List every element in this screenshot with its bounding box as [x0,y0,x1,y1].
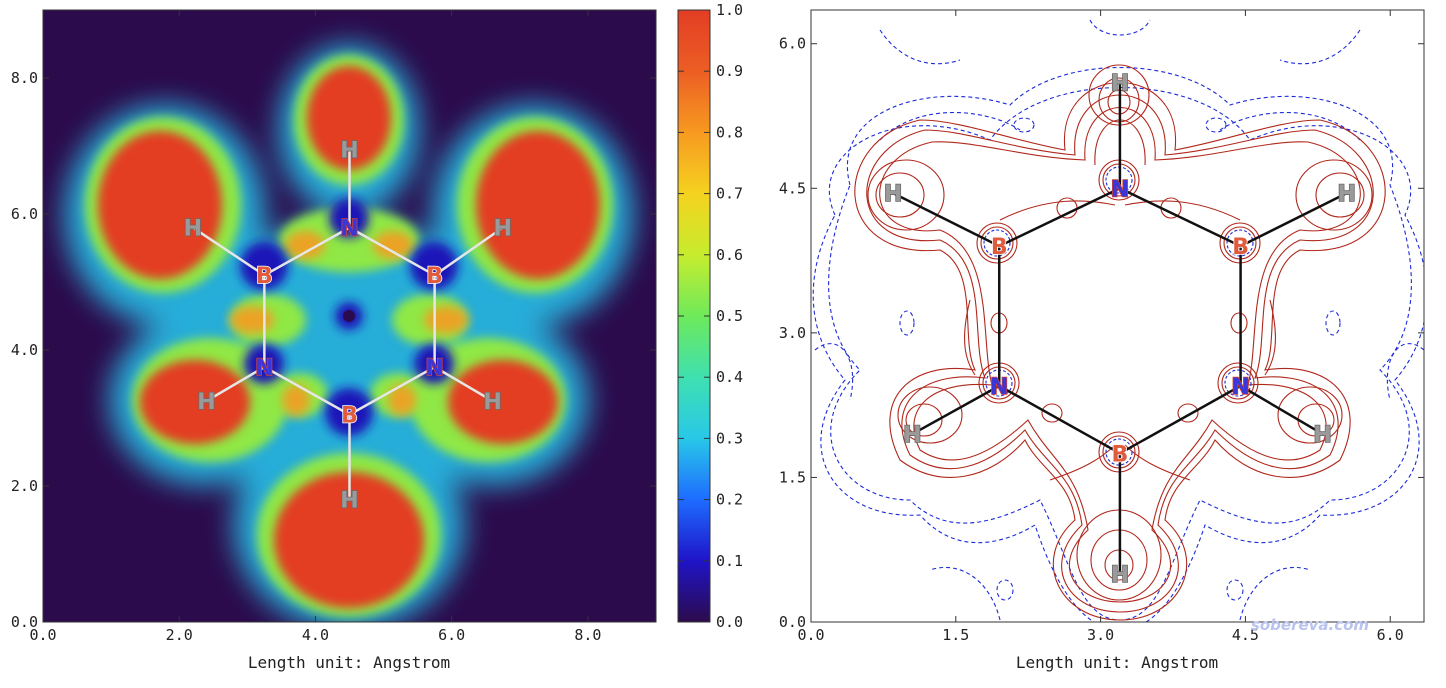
heatmap-x-tick-label: 6.0 [438,626,465,644]
bond-line [192,226,266,277]
atom-label-h: H [197,390,215,415]
contour-background [811,10,1424,622]
atom-label-n: N [255,356,273,381]
colorbar-tick-label: 0.5 [716,307,743,325]
contour-x-tick-label: 3.0 [1087,626,1114,644]
atom-label-h: H [903,423,921,448]
heatmap-panel: H N H H B B N N H H B H 0.0 2.0 4.0 6.0 8.0 0.0 2.0 4.0 6.… [11,9,657,672]
atom-label-h: H [494,217,512,242]
heatmap-x-axis: 0.0 2.0 4.0 6.0 8.0 [29,10,601,644]
bond-line [1239,384,1324,436]
contour-x-tick-label: 0.0 [797,626,824,644]
bond-line [892,191,1000,248]
colorbar-tick-label: 0.9 [716,62,743,80]
atom-label-n: N [990,375,1008,400]
heatmap-bonds [192,149,504,500]
atom-label-h: H [483,390,501,415]
heatmap-frame [42,9,657,623]
colorbar-tick-label: 1.0 [716,1,743,19]
atom-label-b: B [426,264,443,289]
contour-x-axis: 0.0 1.5 3.0 4.5 6.0 [797,10,1404,644]
heatmap-y-tick-label: 6.0 [11,205,38,223]
heatmap-y-axis: 0.0 2.0 4.0 6.0 8.0 [11,69,656,631]
heatmap-x-tick-label: 8.0 [574,626,601,644]
colorbar: 0.0 0.1 0.2 0.3 0.4 0.5 0.6 0.7 0.8 0.9 1.0 [677,1,743,631]
heatmap-y-tick-label: 8.0 [11,69,38,87]
heatmap-x-tick-label: 4.0 [302,626,329,644]
bond-line [348,226,436,277]
contour-x-tick-label: 6.0 [1377,626,1404,644]
atom-label-h: H [1111,563,1129,588]
bond-line [263,365,351,416]
contour-x-tick-label: 1.5 [942,626,969,644]
heatmap-x-tick-label: 0.0 [29,626,56,644]
atom-label-b: B [1232,235,1249,260]
contour-panel: H N H H B B N N H H B H 0.0 1.5 3.0 4.5 6.0 0.0 1.5 3.0 4.… [779,9,1425,672]
colorbar-tick-label: 0.1 [716,552,743,570]
heatmap-y-tick-label: 0.0 [11,613,38,631]
atom-label-n: N [1111,177,1129,202]
atom-label-h: H [884,182,902,207]
atom-label-n: N [425,356,443,381]
colorbar-tick-label: 0.2 [716,491,743,509]
colorbar-tick-label: 0.7 [716,185,743,203]
contour-bonds [892,82,1348,574]
atom-label-h: H [1111,71,1129,96]
heatmap-field [65,45,633,622]
atom-label-h: H [184,217,202,242]
contour-y-tick-label: 1.5 [779,468,806,486]
heatmap-y-tick-label: 4.0 [11,341,38,359]
bond-line [348,365,436,416]
contour-x-tick-label: 4.5 [1232,626,1259,644]
heatmap-y-tick-label: 2.0 [11,477,38,495]
atom-label-h: H [340,489,358,514]
atom-label-b: B [341,404,358,429]
watermark: sobereva.com [1251,616,1369,634]
atom-label-n: N [340,217,358,242]
atom-label-h: H [1338,182,1356,207]
contour-frame [810,9,1425,623]
atom-label-h: H [340,138,358,163]
contour-y-axis: 0.0 1.5 3.0 4.5 6.0 [779,35,1424,631]
heatmap-atoms: H N H H B B N N H H B H [183,138,513,515]
contour-y-tick-label: 6.0 [779,35,806,53]
contour-atoms: H N H H B B N N H H B H [883,70,1357,588]
colorbar-tick-label: 0.0 [716,613,743,631]
colorbar-tick-label: 0.8 [716,123,743,141]
bond-line [434,365,494,403]
bond-line [998,187,1121,248]
contour-y-tick-label: 4.5 [779,179,806,197]
bond-line [998,384,1121,455]
bond-line [263,226,351,277]
contour-y-tick-label: 0.0 [779,613,806,631]
colorbar-tick-label: 0.6 [716,246,743,264]
atom-label-h: H [1313,423,1331,448]
atom-label-n: N [1231,375,1249,400]
bond-line [433,226,504,277]
bond-line [1240,191,1348,248]
contour-x-axis-title: Length unit: Angstrom [1016,653,1218,672]
bond-line [1119,384,1242,455]
atom-label-b: B [1112,442,1129,467]
contour-y-tick-label: 3.0 [779,324,806,342]
colorbar-ticks: 0.0 0.1 0.2 0.3 0.4 0.5 0.6 0.7 0.8 0.9 1.0 [678,1,743,631]
heatmap-x-axis-title: Length unit: Angstrom [248,653,450,672]
bond-line [911,384,1000,436]
atom-label-b: B [991,235,1008,260]
bond-line [205,365,265,403]
heatmap-x-tick-label: 2.0 [166,626,193,644]
colorbar-tick-label: 0.3 [716,429,743,447]
bond-line [1119,187,1242,248]
colorbar-tick-label: 0.4 [716,368,743,386]
atom-label-b: B [256,264,273,289]
